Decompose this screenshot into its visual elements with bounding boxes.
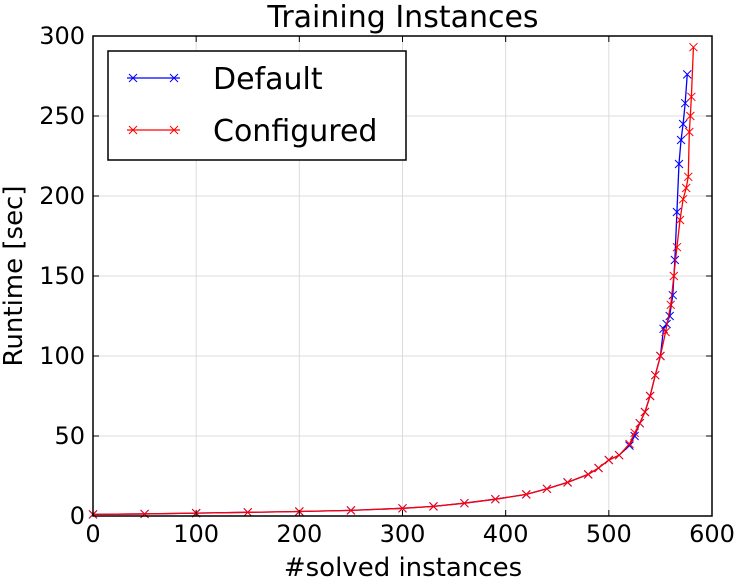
x-tick-label: 300: [380, 520, 426, 548]
legend-label-default: Default: [213, 62, 323, 97]
data-point-configured: [687, 92, 696, 102]
legend-marker-configured: [128, 125, 138, 135]
data-point-configured: [460, 498, 469, 508]
data-point-configured: [243, 507, 253, 517]
series-layer: [88, 42, 698, 519]
data-point-configured: [635, 418, 645, 428]
data-point-configured: [684, 127, 694, 137]
data-point-default: [668, 290, 678, 300]
data-point-configured: [630, 428, 639, 438]
x-tick-label: 100: [173, 520, 219, 548]
data-point-default: [672, 207, 682, 217]
data-point-configured: [656, 351, 665, 361]
data-point-default: [625, 441, 634, 450]
data-point-configured: [666, 300, 676, 310]
y-tick-label: 50: [54, 422, 85, 450]
data-point-configured: [683, 172, 693, 182]
y-tick-label: 0: [70, 502, 85, 530]
legend-marker-default: [128, 73, 138, 83]
y-tick-label: 300: [39, 22, 85, 50]
data-point-configured: [672, 242, 682, 252]
data-point-configured: [542, 484, 552, 494]
y-axis-label: Runtime [sec]: [0, 186, 29, 367]
y-tick-label: 150: [39, 262, 85, 290]
data-point-configured: [650, 370, 660, 380]
legend-marker-default: [169, 73, 179, 83]
x-tick-label: 200: [276, 520, 322, 548]
data-point-configured: [640, 407, 650, 417]
legend: Default Configured: [107, 50, 407, 161]
ticks: 0 100 200 300 400 500 600 0 50 100 150 200 250 300: [39, 22, 735, 548]
data-point-default: [665, 311, 675, 321]
data-point-configured: [625, 439, 634, 449]
y-tick-label: 200: [39, 182, 85, 210]
y-tick-label: 100: [39, 342, 85, 370]
y-tick-label: 250: [39, 102, 85, 130]
data-point-configured: [669, 271, 679, 281]
data-point-default: [682, 70, 692, 79]
data-point-configured: [614, 450, 624, 460]
chart-title: Training Instances: [266, 0, 538, 35]
data-point-default: [678, 119, 688, 129]
x-axis-label: #solved instances: [284, 553, 522, 583]
x-tick-label: 400: [483, 520, 529, 548]
data-point-configured: [563, 478, 572, 487]
data-point-configured: [689, 42, 698, 52]
data-point-default: [670, 255, 680, 265]
data-point-configured: [583, 470, 593, 479]
data-point-configured: [346, 506, 356, 515]
legend-box: [107, 50, 407, 161]
series-configured: [88, 42, 698, 519]
data-point-configured: [490, 494, 500, 504]
data-point-configured: [675, 215, 685, 225]
data-point-configured: [661, 327, 670, 337]
x-tick-label: 0: [85, 520, 100, 548]
data-point-configured: [678, 194, 688, 204]
data-point-configured: [681, 183, 691, 193]
data-point-configured: [685, 111, 695, 121]
data-point-configured: [604, 455, 614, 465]
data-point-configured: [521, 490, 531, 499]
legend-label-configured: Configured: [213, 114, 377, 149]
data-point-default: [676, 135, 686, 145]
data-point-configured: [594, 463, 603, 473]
x-tick-label: 500: [586, 520, 632, 548]
legend-marker-configured: [169, 125, 179, 135]
series-line-configured: [92, 47, 695, 516]
x-tick-label: 600: [689, 520, 735, 548]
data-point-configured: [398, 503, 407, 513]
data-point-configured: [429, 502, 438, 511]
data-point-configured: [645, 391, 655, 401]
data-point-default: [674, 159, 684, 169]
